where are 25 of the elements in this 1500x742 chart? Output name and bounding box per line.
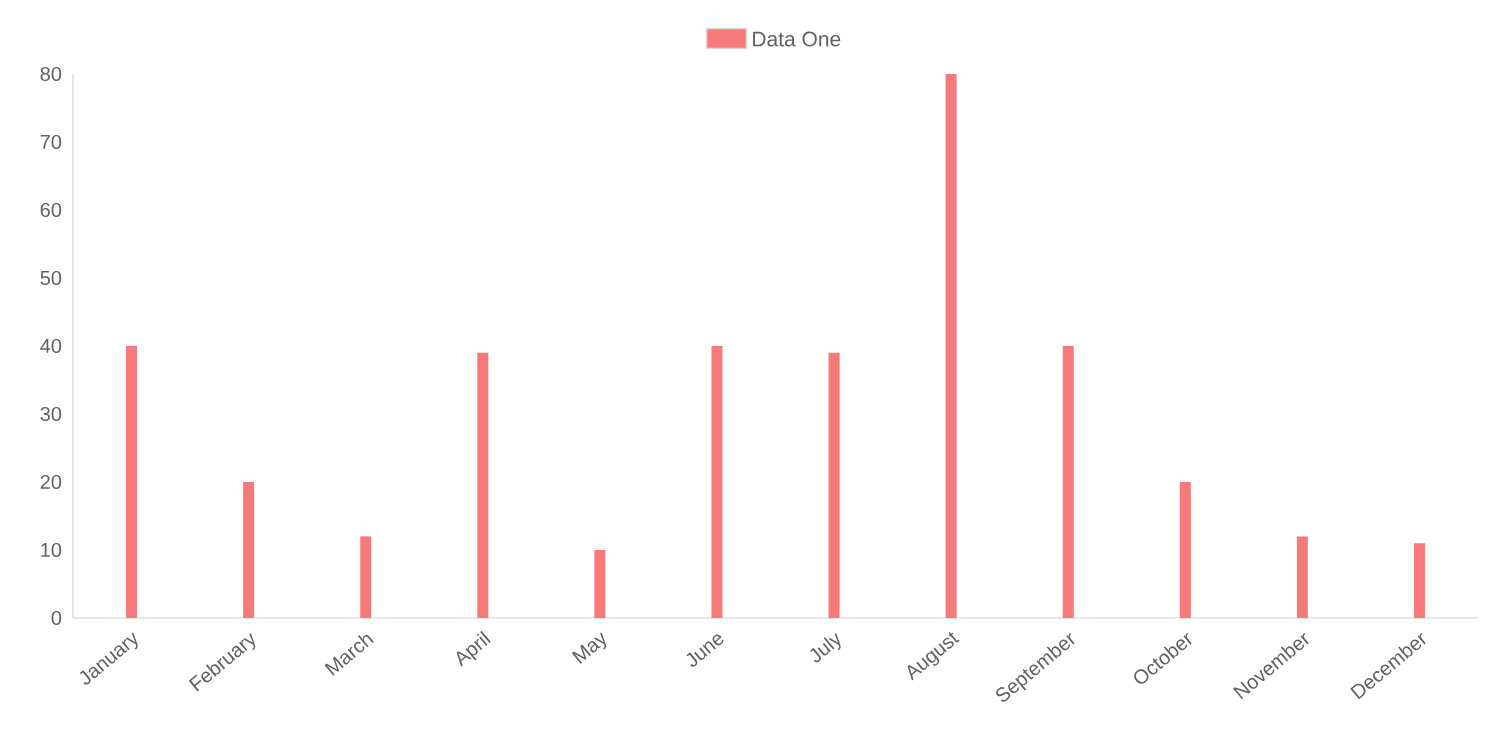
y-tick-label: 0 xyxy=(51,610,62,626)
bar xyxy=(1413,543,1425,618)
y-tick-label: 60 xyxy=(40,202,62,218)
bar xyxy=(1179,481,1191,618)
bar xyxy=(711,345,723,618)
bar xyxy=(126,345,138,618)
y-tick-label: 50 xyxy=(40,270,62,286)
y-tick-label: 10 xyxy=(41,542,62,558)
y-tick-label: 40 xyxy=(40,338,62,354)
bar xyxy=(594,549,606,618)
y-tick-label: 20 xyxy=(40,474,62,490)
bar xyxy=(945,73,957,618)
y-tick-label: 80 xyxy=(40,66,62,82)
bar xyxy=(360,536,372,618)
bar xyxy=(243,481,255,618)
x-tick-label: June xyxy=(686,634,724,667)
x-tick-label: July xyxy=(810,632,841,663)
bar xyxy=(1296,536,1308,618)
bar xyxy=(1062,345,1074,618)
x-tick-label: May xyxy=(571,632,606,664)
y-tick-label: 30 xyxy=(40,406,62,422)
bar xyxy=(828,352,840,618)
legend-label: Data One xyxy=(753,31,841,47)
y-tick-label: 70 xyxy=(40,134,62,150)
bar xyxy=(477,352,489,618)
